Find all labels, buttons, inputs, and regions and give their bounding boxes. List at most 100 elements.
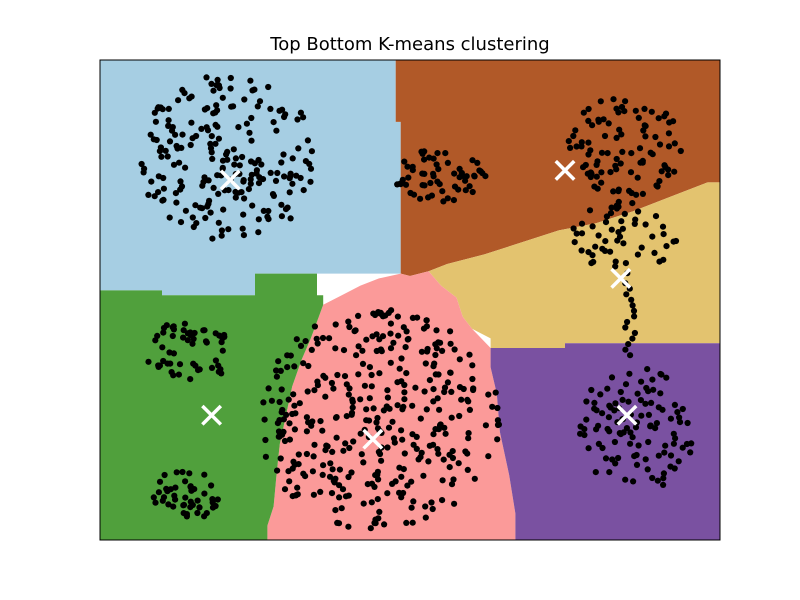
data-point-lower-middle-big xyxy=(451,500,458,507)
data-point-right-middle xyxy=(638,244,645,251)
data-point-lower-middle-big xyxy=(489,403,496,410)
data-point-upper-left xyxy=(173,142,180,150)
data-point-upper-right xyxy=(597,98,604,105)
data-point-upper-left xyxy=(306,160,313,167)
data-point-lower-middle-big xyxy=(494,436,501,443)
data-point-upper-left xyxy=(255,229,262,236)
data-point-upper-left xyxy=(151,109,158,116)
data-point-upper-left xyxy=(181,90,188,97)
data-point-right-middle xyxy=(635,208,642,215)
data-point-upper-right xyxy=(641,122,648,129)
data-point-lower-right xyxy=(595,422,602,429)
data-point-right-middle xyxy=(615,229,622,236)
data-point-upper-left xyxy=(256,174,263,181)
data-point-lower-middle-big xyxy=(311,323,318,330)
data-point-lower-middle-big xyxy=(387,320,394,327)
data-point-small-green-lower xyxy=(172,484,179,491)
data-point-lower-right xyxy=(585,445,592,452)
data-point-lower-middle-big xyxy=(401,396,408,403)
data-point-small-middle-top xyxy=(417,195,424,202)
data-point-lower-middle-big xyxy=(441,388,448,396)
data-point-right-middle xyxy=(608,204,615,211)
data-point-lower-middle-big xyxy=(330,385,337,392)
data-point-right-middle xyxy=(602,238,609,245)
data-point-upper-left xyxy=(208,133,215,140)
data-point-lower-middle-big xyxy=(464,396,471,403)
data-point-upper-left xyxy=(258,161,265,168)
data-point-lower-middle-big xyxy=(297,342,305,349)
data-point-right-middle xyxy=(652,213,660,220)
data-point-small-green-lower xyxy=(186,470,193,477)
data-point-small-middle-top xyxy=(421,182,428,189)
data-point-upper-right xyxy=(639,157,646,164)
data-point-lower-right xyxy=(615,454,622,462)
data-point-lower-middle-big xyxy=(304,388,311,395)
data-point-lower-middle-big xyxy=(376,336,383,343)
data-point-upper-left xyxy=(151,193,158,200)
data-point-bridge xyxy=(629,302,636,309)
data-point-lower-middle-big xyxy=(273,367,280,374)
data-point-lower-middle-big xyxy=(367,525,374,532)
data-point-lower-middle-big xyxy=(448,388,455,395)
data-point-right-middle xyxy=(607,210,615,217)
data-point-upper-right xyxy=(665,143,673,150)
data-point-upper-right xyxy=(658,168,665,175)
data-point-upper-right xyxy=(594,185,601,192)
data-point-upper-right xyxy=(605,120,612,127)
data-point-lower-middle-big xyxy=(377,346,384,353)
data-point-lower-middle-big xyxy=(342,493,350,500)
data-point-lower-middle-big xyxy=(355,312,362,319)
data-point-right-middle xyxy=(599,245,606,252)
data-point-lower-middle-big xyxy=(290,391,297,398)
data-point-lower-right xyxy=(661,449,668,456)
data-point-bridge xyxy=(629,335,636,342)
data-point-right-middle xyxy=(573,230,580,237)
data-point-upper-left xyxy=(216,84,223,92)
data-point-upper-left xyxy=(215,190,222,197)
data-point-lower-middle-big xyxy=(265,385,272,392)
data-point-right-middle xyxy=(590,258,597,265)
data-point-right-middle xyxy=(612,263,619,270)
data-point-upper-right xyxy=(639,190,647,197)
data-point-lower-middle-big xyxy=(363,417,370,424)
data-point-right-middle xyxy=(663,243,670,250)
data-point-right-middle xyxy=(578,230,586,237)
data-point-lower-right xyxy=(599,410,606,417)
data-point-lower-middle-big xyxy=(261,416,268,423)
data-point-lower-middle-big xyxy=(385,424,393,431)
data-point-upper-left xyxy=(213,102,220,109)
data-point-lower-right xyxy=(591,399,598,406)
cluster-regions xyxy=(100,60,720,540)
data-point-upper-right xyxy=(656,178,663,185)
data-point-small-green-upper xyxy=(212,357,219,364)
data-point-upper-left xyxy=(232,155,239,162)
data-point-small-green-lower xyxy=(182,494,189,501)
data-point-lower-middle-big xyxy=(384,490,391,497)
data-point-small-middle-top xyxy=(434,150,441,157)
data-point-upper-right xyxy=(636,145,644,152)
data-point-small-green-lower xyxy=(189,501,196,509)
data-point-upper-left xyxy=(186,95,193,102)
data-point-lower-middle-big xyxy=(429,505,436,513)
data-point-lower-middle-big xyxy=(375,448,382,456)
data-point-lower-middle-big xyxy=(352,327,359,334)
data-point-lower-right xyxy=(638,378,645,385)
data-point-lower-right xyxy=(622,476,629,483)
data-point-lower-middle-big xyxy=(310,453,317,460)
data-point-small-middle-top xyxy=(466,183,473,190)
data-point-lower-right xyxy=(676,414,683,421)
data-point-upper-right xyxy=(598,179,605,186)
data-point-lower-middle-big xyxy=(398,355,405,362)
data-point-lower-middle-big xyxy=(485,453,492,460)
data-point-upper-left xyxy=(256,98,264,105)
data-point-right-middle xyxy=(578,247,585,254)
data-point-lower-middle-big xyxy=(396,489,403,496)
data-point-small-green-upper xyxy=(200,327,207,334)
data-point-upper-left xyxy=(281,173,288,180)
data-point-lower-middle-big xyxy=(332,321,339,328)
data-point-small-green-upper xyxy=(196,366,203,373)
data-point-upper-left xyxy=(199,182,206,189)
data-point-upper-left xyxy=(199,205,206,212)
data-point-upper-right xyxy=(598,169,605,176)
data-point-upper-right xyxy=(622,98,629,105)
